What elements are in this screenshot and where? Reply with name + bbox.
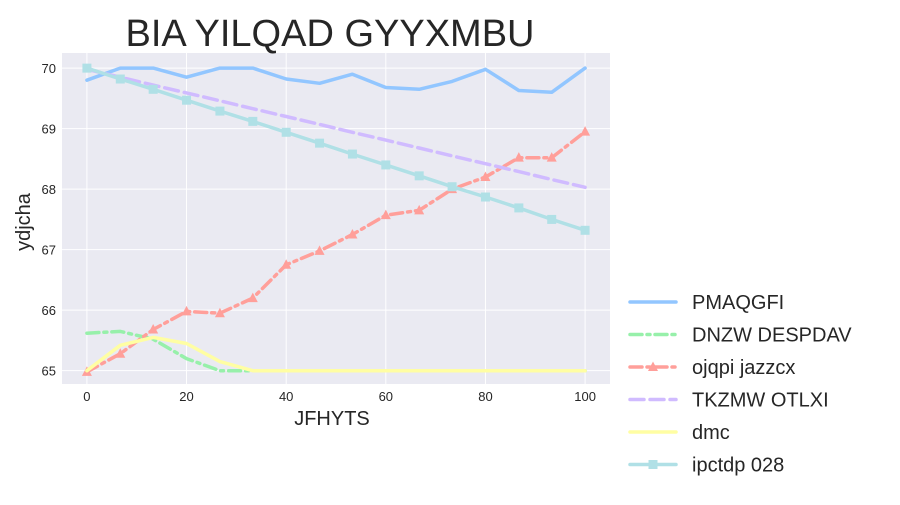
data-point-marker: [281, 259, 292, 269]
data-point-marker: [314, 245, 325, 255]
data-point-marker: [214, 307, 225, 318]
data-point-marker: [215, 106, 225, 116]
data-point-marker: [414, 204, 425, 215]
data-point-marker: [447, 182, 457, 192]
series-line-3: [85, 129, 587, 374]
x-tick-label: 80: [478, 389, 492, 404]
x-tick-label: 100: [574, 389, 596, 404]
legend-label: PMAQGFI: [692, 292, 784, 314]
data-point-marker: [514, 203, 524, 213]
data-point-marker: [381, 160, 391, 170]
data-point-marker: [181, 305, 192, 316]
data-point-marker: [546, 152, 557, 162]
legend-label: ojqpi jazzcx: [692, 357, 795, 379]
y-tick-label: 66: [42, 303, 56, 318]
tick-layer: 0 20 40 60 80 100 65 66 67 68 69 70: [42, 61, 596, 404]
data-point-marker: [347, 149, 357, 159]
data-point-marker: [115, 74, 125, 84]
series-line-5: [85, 335, 587, 373]
series-line-4: [85, 67, 587, 190]
data-point-marker: [148, 84, 158, 94]
data-point-marker: [315, 138, 325, 148]
series-line-6: [85, 66, 587, 233]
series-layer: [81, 63, 591, 376]
legend-label: dmc: [692, 422, 730, 444]
series-line-1: [85, 66, 587, 95]
data-point-marker: [547, 214, 557, 224]
data-point-marker: [380, 209, 391, 220]
legend-label: ipctdp 028: [692, 455, 784, 477]
y-axis-label: ydjcha: [13, 192, 35, 251]
data-point-marker: [247, 292, 258, 303]
legend-label: TKZMW OTLXI: [692, 390, 829, 412]
x-axis-label: JFHYTS: [294, 408, 370, 430]
y-tick-label: 67: [42, 243, 56, 258]
chart-title: BIA YILQAD GYYXMBU: [125, 13, 534, 55]
y-tick-label: 70: [42, 61, 56, 76]
legend-marker: [648, 361, 658, 371]
data-point-marker: [480, 192, 490, 202]
legend-label: DNZW DESPDAV: [692, 325, 852, 347]
y-tick-label: 65: [42, 364, 56, 379]
x-tick-label: 0: [83, 389, 90, 404]
data-point-marker: [414, 171, 424, 181]
data-point-marker: [182, 95, 192, 105]
data-point-marker: [480, 171, 491, 182]
y-tick-label: 69: [42, 122, 56, 137]
data-point-marker: [580, 126, 591, 136]
data-point-marker: [148, 324, 159, 334]
data-point-marker: [347, 229, 358, 239]
x-tick-label: 20: [179, 389, 193, 404]
legend-marker: [648, 460, 658, 469]
x-tick-label: 40: [279, 389, 293, 404]
legend: PMAQGFI DNZW DESPDAV ojqpi jazzcx TKZMW OTL…: [628, 292, 852, 477]
data-point-marker: [248, 116, 258, 126]
data-point-marker: [513, 152, 524, 162]
data-point-marker: [580, 225, 590, 235]
data-point-marker: [82, 63, 92, 73]
data-point-marker: [281, 127, 291, 137]
x-tick-label: 60: [379, 389, 393, 404]
data-point-marker: [115, 348, 126, 358]
y-tick-label: 68: [42, 182, 56, 197]
